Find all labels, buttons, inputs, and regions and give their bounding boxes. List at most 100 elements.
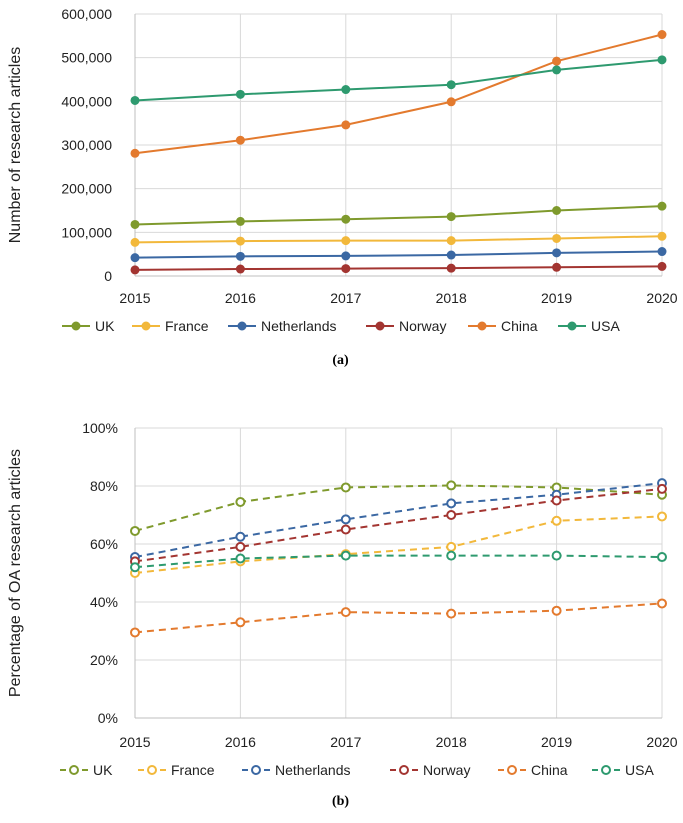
legend-marker [237,321,247,331]
data-point-usa [340,550,351,561]
data-point-usa [235,89,245,99]
data-point-usa [657,55,667,65]
data-point-uk [552,206,562,215]
data-point-netherlands [130,253,140,263]
data-point-uk [130,525,140,536]
y-axis-title: Number of research articles [7,47,24,244]
legend-label: Norway [423,762,470,778]
data-point-usa [446,80,456,90]
data-point-china [552,56,562,66]
legend-label: Norway [399,318,446,334]
data-point-china [340,607,351,618]
x-tick-label: 2015 [119,734,150,750]
data-point-china [551,605,562,616]
legend-label: China [531,762,568,778]
y-tick-label: 400,000 [61,93,112,109]
series-line-netherlands [134,250,663,259]
legend-marker [375,321,385,331]
data-point-norway [657,483,667,494]
data-point-norway [657,261,667,271]
y-tick-label: 40% [90,594,118,610]
data-point-usa [130,95,140,105]
data-point-china [657,598,667,609]
data-point-france [657,231,667,241]
data-point-uk [657,201,667,211]
series-line-usa [134,554,663,569]
data-point-uk [446,480,457,491]
data-point-netherlands [446,498,457,509]
y-tick-label: 100% [82,420,118,436]
panel-label: (a) [332,353,349,368]
data-point-netherlands [235,251,245,261]
legend-item-norway: Norway [366,318,446,334]
legend-item-netherlands: Netherlands [242,762,351,778]
data-point-france [657,511,667,522]
legend-label: USA [625,762,654,778]
series-line-france [134,515,663,574]
x-tick-label: 2020 [646,290,677,306]
series-line-netherlands [134,482,663,559]
x-tick-label: 2019 [541,290,572,306]
x-tick-label: 2018 [436,290,467,306]
data-point-france [130,237,140,247]
data-point-usa [657,552,667,563]
series-line-norway [134,265,663,271]
data-point-france [551,515,562,526]
data-point-netherlands [552,248,562,258]
data-point-uk [340,482,351,493]
series-line-uk [134,484,663,532]
y-tick-label: 100,000 [61,224,112,240]
legend-marker [477,321,487,331]
data-point-china [341,120,351,130]
legend-item-france: France [132,318,209,334]
legend-item-usa: USA [558,318,620,334]
data-point-norway [551,495,562,506]
data-point-norway [235,541,246,552]
data-point-china [235,617,246,628]
legend-label: UK [95,318,115,334]
data-point-usa [130,562,140,573]
legend-item-norway: Norway [390,762,470,778]
legend-marker [147,765,157,775]
legend-item-france: France [138,762,215,778]
data-point-france [552,233,562,243]
legend-item-china: China [468,318,538,334]
series-line-norway [134,487,663,563]
y-tick-label: 20% [90,652,118,668]
data-point-usa [446,550,457,561]
series-line-france [134,235,663,244]
data-point-usa [341,85,351,95]
y-tick-label: 200,000 [61,181,112,197]
data-point-china [446,608,457,619]
series-line-china [134,33,663,155]
data-point-norway [552,262,562,272]
legend-marker [141,321,151,331]
y-tick-label: 600,000 [61,6,112,22]
panel-label: (b) [332,794,349,809]
data-point-usa [551,550,562,561]
data-point-usa [235,553,246,564]
data-point-norway [235,264,245,274]
legend-label: France [171,762,215,778]
x-tick-label: 2018 [436,734,467,750]
data-point-netherlands [446,250,456,260]
data-point-france [341,236,351,246]
data-point-norway [341,264,351,274]
data-point-china [130,148,140,158]
legend-item-uk: UK [60,762,113,778]
chart-panel-b: 0% 20% 40% 60% 80% 100% 2015 2016 2017 2018 2019 20… [7,420,678,809]
legend-marker [601,765,611,775]
data-point-norway [446,510,457,520]
data-point-uk [235,216,245,226]
legend-marker [69,765,79,775]
y-tick-label: 300,000 [61,137,112,153]
legend-marker [251,765,261,775]
data-point-france [446,236,456,246]
legend-marker [567,321,577,331]
data-point-china [130,627,140,638]
legend-label: USA [591,318,620,334]
series-line-uk [134,205,663,226]
y-axis-title: Percentage of OA research articles [7,449,24,697]
legend-label: France [165,318,209,334]
